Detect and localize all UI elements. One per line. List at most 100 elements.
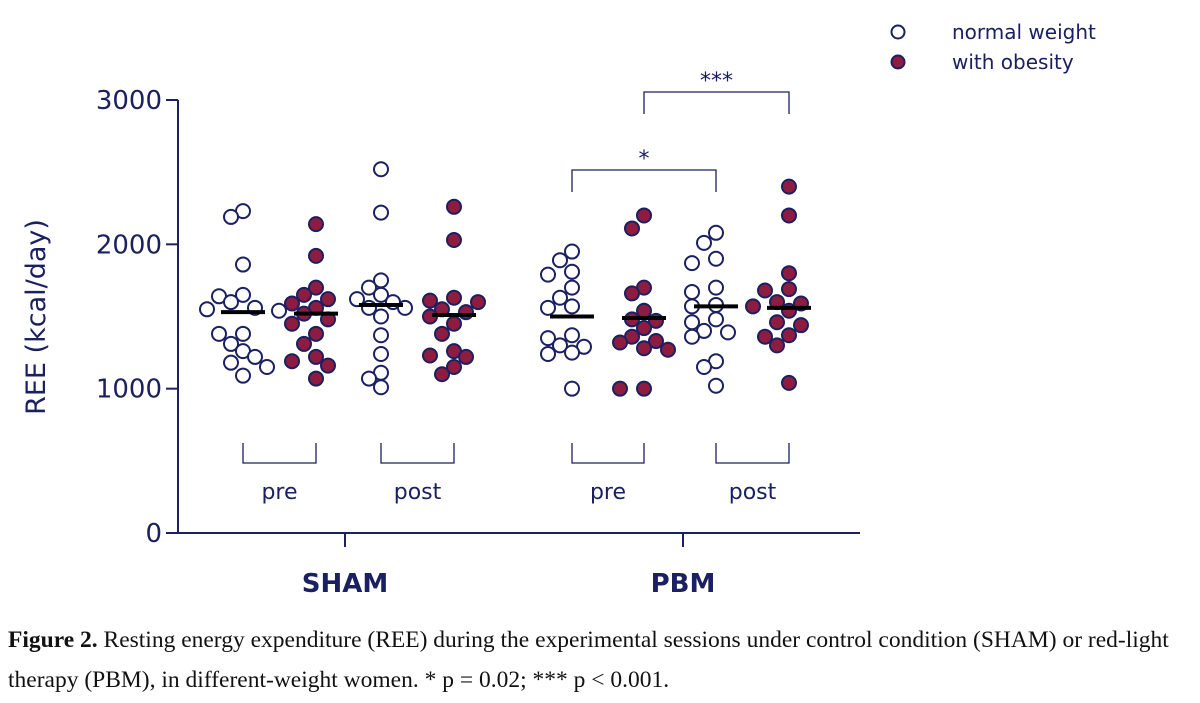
data-point-obesity — [458, 348, 474, 365]
figure-caption: Figure 2. Resting energy expenditure (RE… — [8, 620, 1198, 700]
data-point-normal — [235, 325, 251, 342]
data-point-normal — [564, 298, 580, 315]
data-point-obesity — [284, 353, 300, 370]
data-point-obesity — [781, 302, 797, 319]
data-point-obesity — [612, 380, 628, 397]
condition-label-pbm: PBM — [651, 569, 716, 599]
y-tick-label: 3000 — [96, 86, 162, 116]
data-point-normal — [373, 346, 389, 363]
y-tick-label: 1000 — [96, 375, 162, 405]
data-point-obesity — [308, 370, 324, 387]
data-point-normal — [199, 301, 215, 318]
data-point-obesity — [434, 325, 450, 342]
data-point-obesity — [284, 295, 300, 312]
data-point-obesity — [308, 348, 324, 365]
data-point-normal — [696, 234, 712, 251]
data-point-obesity — [308, 247, 324, 264]
data-point-obesity — [284, 315, 300, 332]
data-point-normal — [373, 327, 389, 344]
session-bracket — [380, 443, 455, 464]
data-point-normal — [235, 256, 251, 273]
series-sham-pre-obesity — [284, 216, 338, 387]
caption-text: Resting energy expenditure (REE) during … — [8, 627, 1169, 693]
data-point-obesity — [636, 320, 652, 337]
data-point-obesity — [320, 357, 336, 374]
axes: 0 1000 2000 3000 REE (kcal/day) SHAM pre post PB… — [21, 69, 860, 599]
significance-label: *** — [700, 69, 733, 94]
data-point-obesity — [745, 298, 761, 315]
significance-label: * — [639, 147, 650, 172]
data-point-normal — [564, 327, 580, 344]
series-sham-post-obesity — [422, 198, 486, 383]
data-point-normal — [720, 324, 736, 341]
data-point-obesity — [757, 282, 773, 299]
data-point-normal — [564, 380, 580, 397]
y-tick-label: 0 — [145, 519, 162, 549]
data-point-normal — [564, 279, 580, 296]
data-point-normal — [223, 208, 239, 225]
data-point-obesity — [422, 347, 438, 364]
caption-label: Figure 2. — [8, 627, 98, 653]
series-pbm-post-normal — [684, 224, 738, 394]
data-point-normal — [235, 286, 251, 303]
data-point-normal — [708, 377, 724, 394]
series-sham-pre-normal — [199, 203, 287, 384]
data-point-obesity — [781, 207, 797, 224]
data-point-normal — [361, 299, 377, 316]
data-point-normal — [564, 344, 580, 361]
session-label-post: post — [729, 480, 777, 505]
data-point-normal — [684, 314, 700, 331]
data-point-obesity — [624, 220, 640, 237]
data-point-normal — [247, 348, 263, 365]
session-bracket — [715, 443, 790, 464]
y-tick-label: 2000 — [96, 230, 162, 260]
data-point-obesity — [308, 325, 324, 342]
data-point-normal — [684, 255, 700, 272]
data-point-obesity — [320, 291, 336, 308]
session-label-pre: pre — [590, 480, 626, 505]
condition-label-sham: SHAM — [302, 569, 388, 599]
data-point-normal — [259, 359, 275, 376]
significance-bracket — [571, 169, 717, 192]
data-point-obesity — [446, 198, 462, 215]
data-point-normal — [223, 335, 239, 352]
data-point-normal — [708, 279, 724, 296]
data-point-obesity — [793, 317, 809, 334]
data-point-normal — [235, 367, 251, 384]
data-point-normal — [708, 224, 724, 241]
legend-label: normal weight — [952, 20, 1096, 44]
ree-chart: 0 1000 2000 3000 REE (kcal/day) SHAM pre post PB… — [21, 20, 1096, 599]
data-point-normal — [540, 299, 556, 316]
data-point-normal — [373, 161, 389, 178]
data-point-obesity — [624, 285, 640, 302]
data-point-obesity — [769, 314, 785, 331]
data-point-obesity — [781, 178, 797, 195]
data-point-obesity — [612, 334, 628, 351]
legend-label: with obesity — [952, 50, 1074, 74]
legend-marker-normal — [890, 24, 906, 40]
data-point-obesity — [781, 327, 797, 344]
data-point-obesity — [458, 304, 474, 321]
data-point-normal — [684, 328, 700, 345]
data-point-obesity — [470, 294, 486, 311]
data-point-obesity — [636, 207, 652, 224]
data-point-normal — [696, 359, 712, 376]
data-point-normal — [708, 250, 724, 267]
session-label-post: post — [394, 480, 442, 505]
data-point-obesity — [636, 302, 652, 319]
series-pbm-pre-obesity — [612, 207, 676, 397]
data-point-normal — [540, 330, 556, 347]
data-point-obesity — [446, 289, 462, 306]
data-point-normal — [223, 354, 239, 371]
data-point-obesity — [446, 359, 462, 376]
legend: normal weight with obesity — [890, 20, 1096, 74]
marks — [199, 161, 811, 397]
data-point-obesity — [434, 366, 450, 383]
data-point-normal — [552, 252, 568, 269]
data-point-obesity — [769, 337, 785, 354]
data-point-normal — [373, 308, 389, 325]
data-point-normal — [211, 325, 227, 342]
series-pbm-post-obesity — [745, 178, 811, 391]
data-point-normal — [564, 263, 580, 280]
data-point-obesity — [757, 328, 773, 345]
